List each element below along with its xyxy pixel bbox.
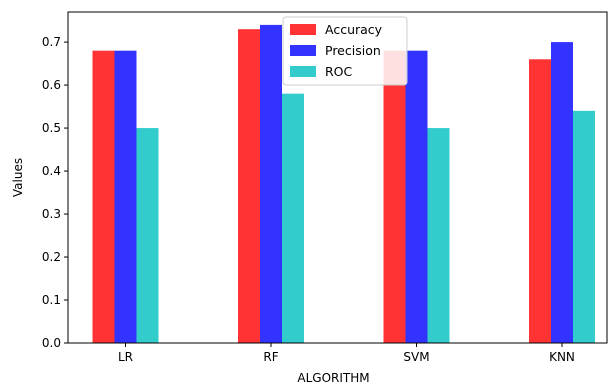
bar-precision-rf bbox=[260, 24, 282, 343]
legend: Accuracy Precision ROC bbox=[282, 16, 408, 86]
y-tick-label: 0.7 bbox=[42, 35, 61, 49]
x-axis-label: ALGORITHM bbox=[297, 371, 369, 385]
y-axis: 0.0 0.1 0.2 0.3 0.4 0.5 0.6 0.7 bbox=[42, 35, 68, 350]
x-tick-label: LR bbox=[118, 350, 133, 364]
bar-precision-lr bbox=[114, 50, 137, 343]
y-tick-label: 0.4 bbox=[42, 164, 61, 178]
legend-swatch-roc bbox=[290, 66, 316, 77]
bar-accuracy-rf bbox=[238, 29, 260, 344]
bar-precision-knn bbox=[551, 42, 573, 343]
x-tick-label: KNN bbox=[549, 350, 575, 364]
bars-group bbox=[92, 24, 595, 344]
bar-accuracy-knn bbox=[529, 59, 551, 344]
y-tick-label: 0.6 bbox=[42, 78, 61, 92]
bar-precision-svm bbox=[405, 50, 428, 343]
bar-accuracy-svm bbox=[383, 50, 406, 343]
y-tick-label: 0.1 bbox=[42, 293, 61, 307]
y-axis-label: Values bbox=[11, 158, 25, 197]
legend-label-accuracy: Accuracy bbox=[325, 22, 383, 37]
y-tick-label: 0.0 bbox=[42, 336, 61, 350]
legend-label-precision: Precision bbox=[325, 43, 381, 58]
y-tick-label: 0.2 bbox=[42, 250, 61, 264]
y-tick-label: 0.5 bbox=[42, 121, 61, 135]
bar-roc-rf bbox=[282, 93, 304, 343]
bar-roc-knn bbox=[573, 110, 595, 343]
x-axis: LR RF SVM KNN bbox=[118, 343, 575, 364]
plot-frame bbox=[67, 11, 608, 344]
legend-label-roc: ROC bbox=[325, 64, 353, 79]
bar-accuracy-lr bbox=[92, 50, 115, 343]
y-tick-label: 0.3 bbox=[42, 207, 61, 221]
x-tick-label: SVM bbox=[403, 350, 429, 364]
legend-swatch-precision bbox=[290, 45, 316, 56]
bar-roc-lr bbox=[136, 128, 159, 343]
legend-swatch-accuracy bbox=[290, 24, 316, 35]
x-tick-label: RF bbox=[263, 350, 278, 364]
bar-roc-svm bbox=[427, 128, 450, 343]
